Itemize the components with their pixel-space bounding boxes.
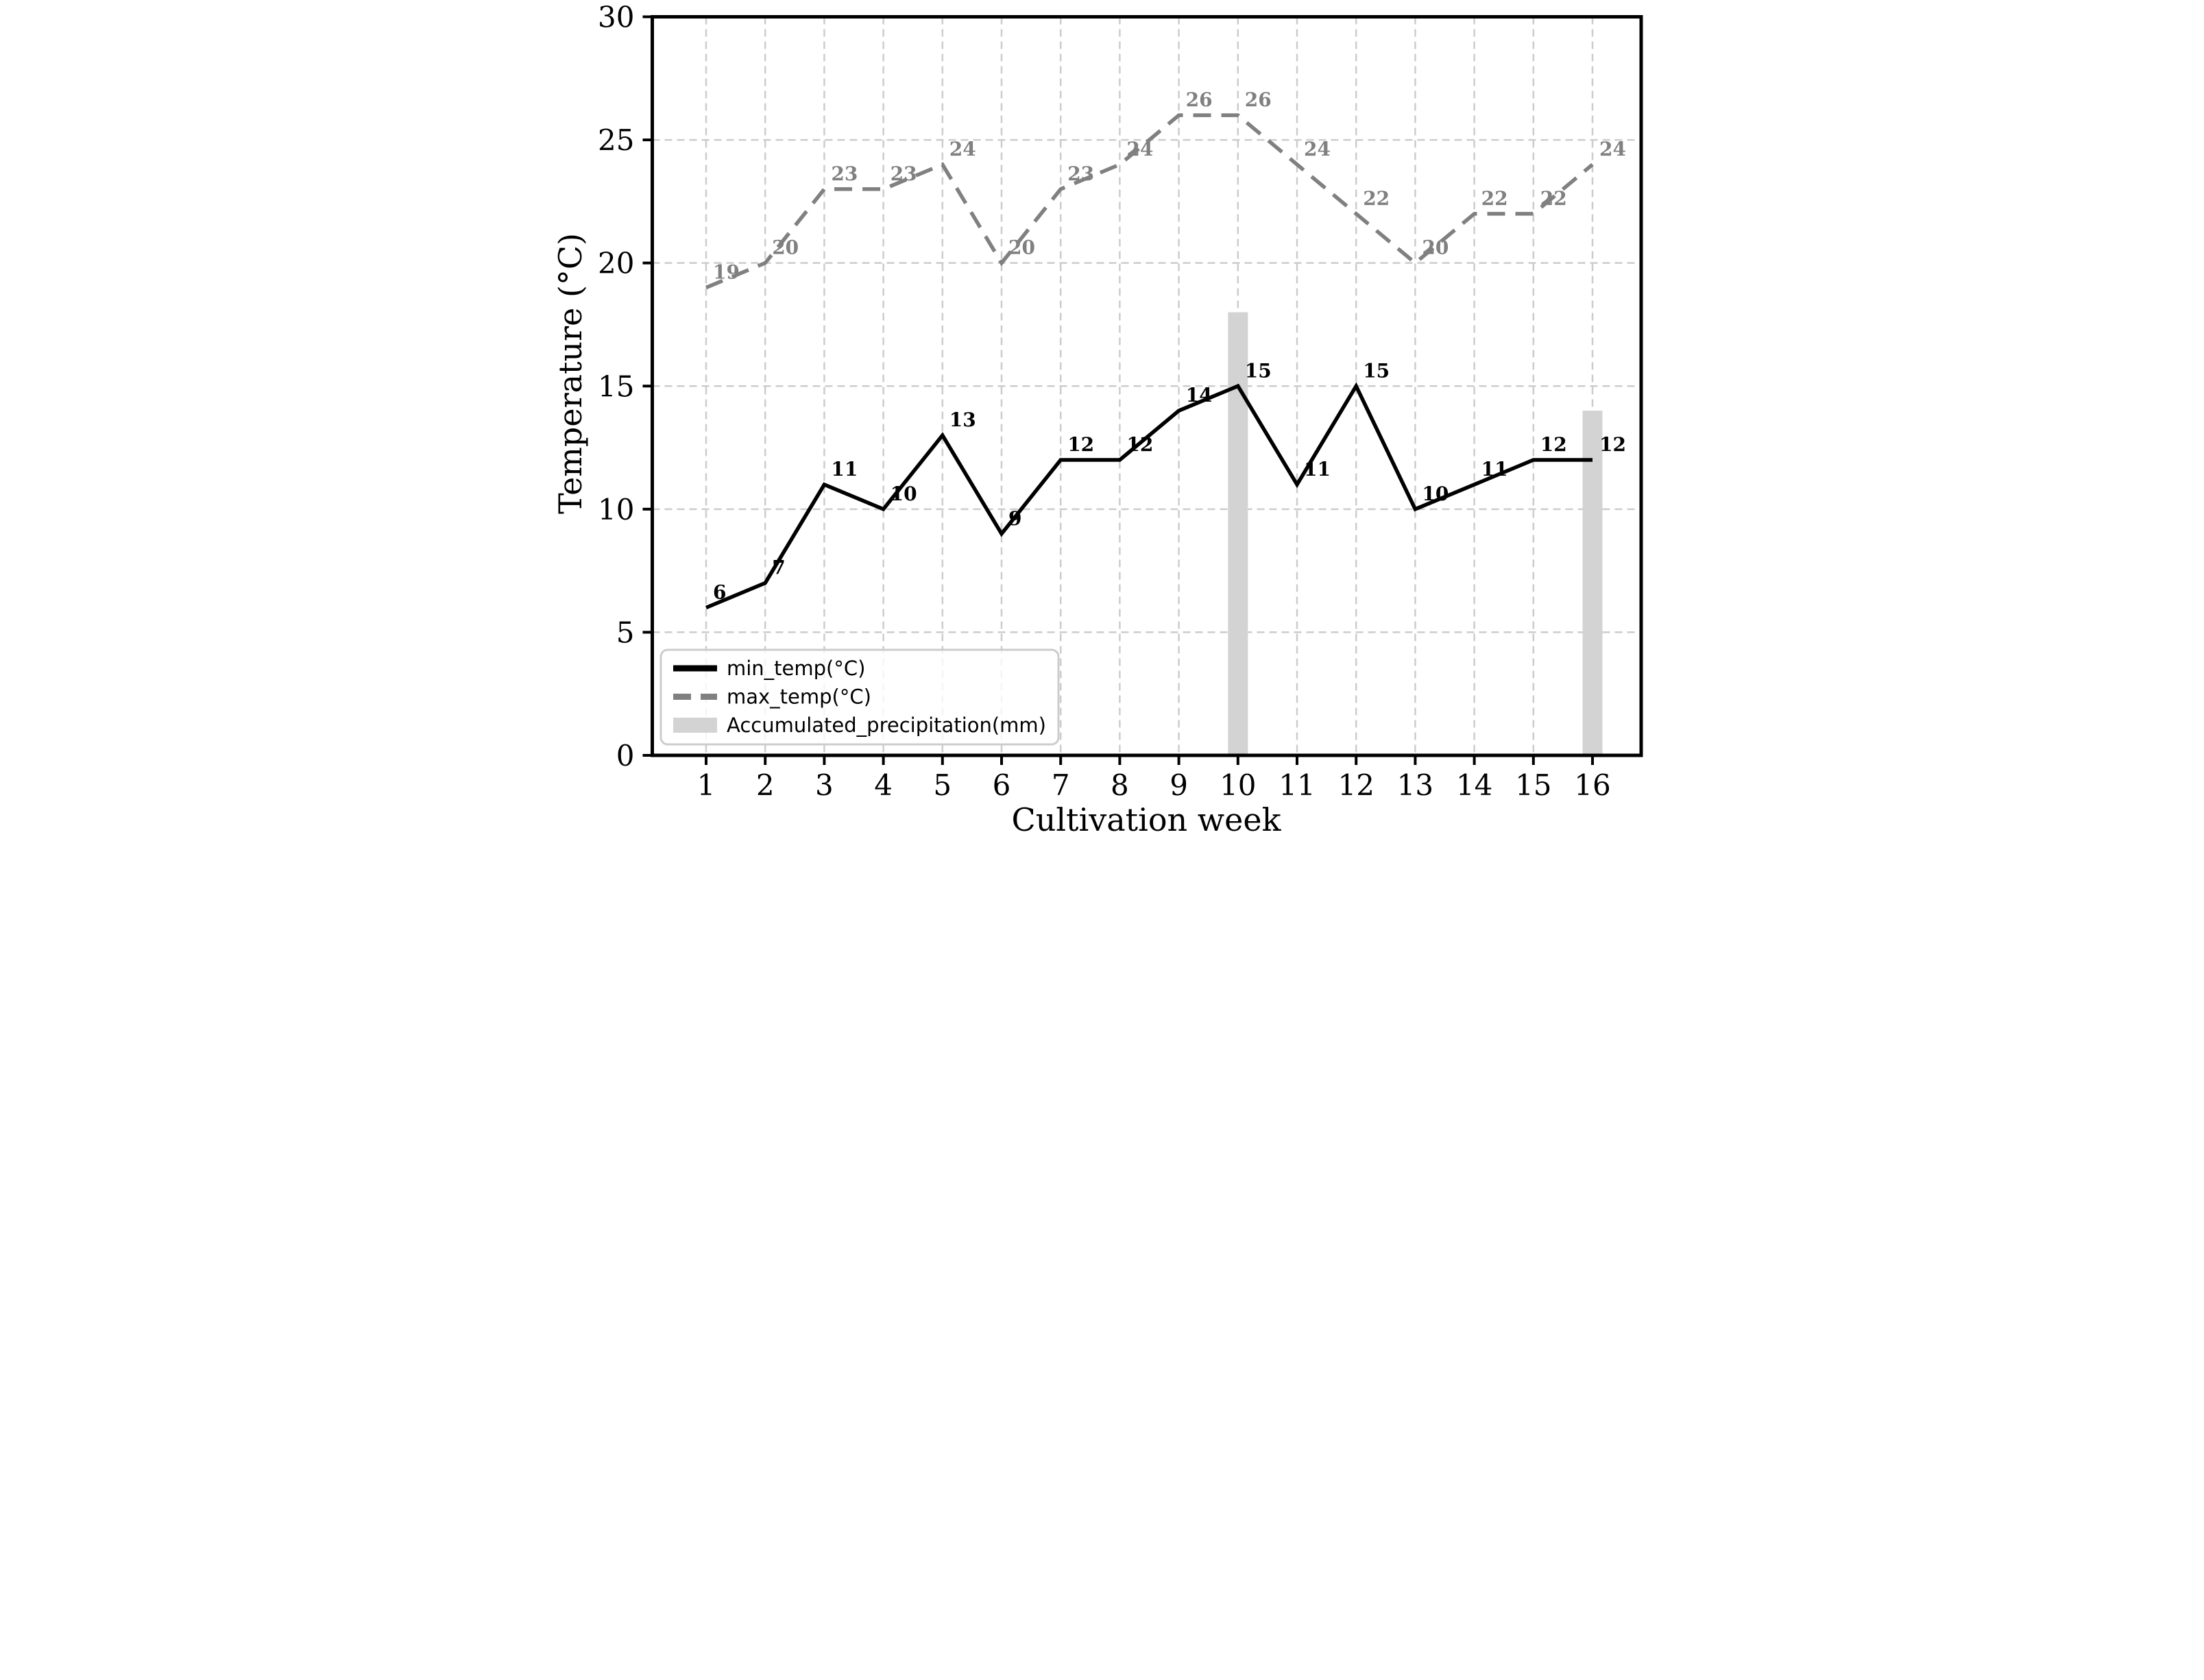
data-label: 22 <box>1481 187 1507 210</box>
x-tick-label: 5 <box>933 768 952 802</box>
gridlines <box>652 16 1641 755</box>
chart-figure: 6 7 11 10 13 9 12 12 14 15 11 15 10 11 12 12 19 20 23 23 24 2… <box>550 0 1654 840</box>
legend-swatch-bar <box>673 718 717 733</box>
x-tick-label: 8 <box>1111 768 1129 802</box>
x-tick-label: 4 <box>874 768 893 802</box>
x-tick-label: 12 <box>1337 768 1374 802</box>
data-label: 20 <box>1422 236 1449 259</box>
y-tick-label: 30 <box>598 1 634 34</box>
x-tick-label: 14 <box>1455 768 1492 802</box>
data-label: 23 <box>890 162 917 185</box>
data-label: 7 <box>772 557 785 579</box>
data-label: 12 <box>1540 433 1566 456</box>
data-label: 14 <box>1185 384 1212 406</box>
max-temp-line <box>705 113 1594 290</box>
data-labels: 6 7 11 10 13 9 12 12 14 15 11 15 10 11 12 12 19 20 23 23 24 2… <box>713 88 1626 603</box>
x-tick-label: 9 <box>1170 768 1188 802</box>
x-tick-label: 3 <box>815 768 834 802</box>
precipitation-bar <box>1582 411 1602 755</box>
x-tick-label: 6 <box>992 768 1010 802</box>
x-tick-label: 11 <box>1279 768 1315 802</box>
data-label: 20 <box>1008 236 1035 259</box>
legend: min_temp(°C) max_temp(°C) Accumulated_prec… <box>659 648 1059 746</box>
x-tick-label: 16 <box>1574 768 1610 802</box>
data-label: 24 <box>1304 138 1331 160</box>
tick-marks <box>642 15 1594 765</box>
data-label: 15 <box>1244 359 1271 382</box>
y-axis-label: Temperature (°C) <box>552 233 589 514</box>
data-label: 23 <box>831 162 858 185</box>
data-label: 12 <box>1067 433 1094 456</box>
legend-box <box>659 648 1059 746</box>
min-temp-line <box>705 382 1593 610</box>
data-label: 10 <box>890 483 917 505</box>
x-tick-label: 2 <box>755 768 774 802</box>
data-label: 20 <box>772 236 799 259</box>
data-label: 26 <box>1185 88 1212 111</box>
data-label: 22 <box>1363 187 1390 210</box>
series-lines <box>705 113 1594 610</box>
legend-item-label: min_temp(°C) <box>727 657 865 680</box>
y-tick-label: 15 <box>598 369 634 403</box>
data-label: 24 <box>949 138 976 160</box>
data-label: 12 <box>1126 433 1153 456</box>
legend-item-label: max_temp(°C) <box>727 685 871 709</box>
data-label: 11 <box>831 458 858 480</box>
y-tick-label: 10 <box>598 493 634 526</box>
data-label: 9 <box>1008 507 1021 530</box>
data-label: 10 <box>1422 483 1449 505</box>
y-tick-label: 20 <box>598 247 634 280</box>
data-label: 22 <box>1540 187 1566 210</box>
data-label: 24 <box>1599 138 1626 160</box>
x-tick-label: 15 <box>1515 768 1551 802</box>
x-tick-label: 1 <box>697 768 715 802</box>
y-tick-label: 25 <box>598 123 634 157</box>
y-tick-label: 0 <box>616 739 634 772</box>
data-label: 23 <box>1067 162 1094 185</box>
x-axis-label: Cultivation week <box>1011 801 1281 838</box>
data-label: 6 <box>713 581 726 604</box>
data-label: 13 <box>949 409 976 431</box>
legend-item-label: Accumulated_precipitation(mm) <box>727 714 1046 737</box>
data-label: 19 <box>713 261 740 284</box>
data-label: 11 <box>1304 458 1331 480</box>
data-label: 11 <box>1481 458 1507 480</box>
data-label: 12 <box>1599 433 1626 456</box>
x-tick-label: 13 <box>1396 768 1433 802</box>
y-tick-label: 5 <box>616 616 634 649</box>
data-label: 26 <box>1244 88 1271 111</box>
data-label: 24 <box>1126 138 1153 160</box>
x-tick-label: 10 <box>1220 768 1256 802</box>
x-tick-label: 7 <box>1051 768 1069 802</box>
data-label: 15 <box>1363 359 1390 382</box>
